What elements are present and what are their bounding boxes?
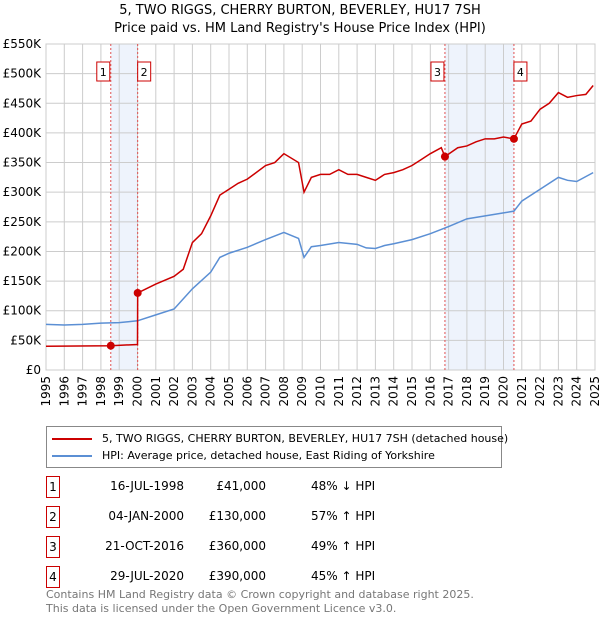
x-tick-label: 2011	[332, 376, 346, 407]
sale-point	[509, 134, 518, 143]
sale-label-box	[137, 61, 152, 82]
sale-date: 21-OCT-2016	[105, 539, 184, 553]
sale-point	[106, 341, 115, 350]
x-tick-label: 2009	[295, 376, 309, 407]
x-tick-label: 2013	[368, 376, 382, 407]
x-tick-label: 2017	[442, 376, 456, 407]
sale-date: 29-JUL-2020	[110, 569, 184, 583]
y-tick-label: £300K	[3, 185, 43, 199]
sale-date: 16-JUL-1998	[110, 479, 184, 493]
sale-hpi: 57% ↑ HPI	[311, 509, 376, 523]
x-tick-label: 1995	[39, 376, 53, 407]
series-line	[45, 171, 594, 326]
y-tick-label: £200K	[3, 244, 43, 258]
shaded-region	[444, 44, 514, 370]
sale-label: 1	[100, 66, 107, 79]
legend: 5, TWO RIGGS, CHERRY BURTON, BEVERLEY, H…	[46, 426, 508, 468]
x-tick-label: 2019	[478, 376, 492, 407]
x-tick-label: 2016	[423, 376, 437, 407]
sale-number: 4	[46, 566, 60, 588]
footer: Contains HM Land Registry data © Crown c…	[46, 588, 474, 616]
legend-label: 5, TWO RIGGS, CHERRY BURTON, BEVERLEY, H…	[102, 432, 509, 445]
x-tick-label: 2014	[387, 376, 401, 407]
sale-point	[133, 288, 142, 297]
x-tick-label: 2005	[222, 376, 236, 407]
x-tick-label: 2007	[259, 376, 273, 407]
y-tick-label: £350K	[3, 156, 43, 170]
y-tick-label: £450K	[3, 96, 43, 110]
chart-subtitle: Price paid vs. HM Land Registry's House …	[114, 21, 486, 36]
x-tick-label: 2015	[405, 376, 419, 407]
sale-point	[440, 152, 449, 161]
x-tick-label: 1998	[94, 376, 108, 407]
legend-label: HPI: Average price, detached house, East…	[102, 449, 435, 462]
x-tick-label: 2008	[277, 376, 291, 407]
legend-swatch-blue	[52, 454, 92, 457]
sale-row: 2 04-JAN-2000 £130,000 57% ↑ HPI	[46, 506, 446, 528]
x-tick-label: 2003	[185, 376, 199, 407]
x-tick-label: 2022	[533, 376, 547, 407]
x-tick-label: 2024	[570, 376, 584, 407]
x-tick-label: 2006	[240, 376, 254, 407]
y-tick-label: £150K	[3, 274, 43, 288]
sale-hpi: 48% ↓ HPI	[311, 479, 376, 493]
sale-number: 2	[46, 506, 60, 528]
x-tick-label: 1996	[57, 376, 71, 407]
x-tick-label: 2010	[314, 376, 328, 407]
x-tick-label: 1999	[112, 376, 126, 407]
plot-border	[45, 43, 596, 371]
sale-price: £41,000	[216, 479, 266, 493]
sale-row: 3 21-OCT-2016 £360,000 49% ↑ HPI	[46, 536, 446, 558]
footer-line: This data is licensed under the Open Gov…	[46, 602, 397, 615]
y-tick-label: £0	[26, 363, 41, 377]
legend-row: 5, TWO RIGGS, CHERRY BURTON, BEVERLEY, H…	[52, 430, 508, 447]
sale-date: 04-JAN-2000	[108, 509, 184, 523]
sale-price: £130,000	[208, 509, 266, 523]
y-tick-label: £400K	[3, 126, 43, 140]
x-tick-label: 2001	[149, 376, 163, 407]
sale-row: 1 16-JUL-1998 £41,000 48% ↓ HPI	[46, 476, 446, 498]
footer-line: Contains HM Land Registry data © Crown c…	[46, 588, 474, 601]
sale-number: 1	[46, 476, 60, 498]
sale-label: 4	[517, 66, 524, 79]
x-tick-label: 2012	[350, 376, 364, 407]
sale-hpi: 49% ↑ HPI	[311, 539, 376, 553]
x-tick-label: 2021	[515, 376, 529, 407]
x-tick-label: 2018	[460, 376, 474, 407]
sale-label: 3	[434, 66, 441, 79]
sale-number: 3	[46, 536, 60, 558]
sale-row: 4 29-JUL-2020 £390,000 45% ↑ HPI	[46, 566, 446, 588]
y-tick-label: £100K	[3, 304, 43, 318]
sale-label: 2	[141, 66, 148, 79]
legend-swatch-red	[52, 437, 92, 440]
sale-price: £390,000	[208, 569, 266, 583]
x-tick-label: 2002	[167, 376, 181, 407]
y-tick-label: £250K	[3, 215, 43, 229]
x-tick-label: 1997	[76, 376, 90, 407]
chart: £0 £50K £100K £150K £200K £250K £300K £350K £400…	[3, 37, 600, 407]
sale-price: £360,000	[208, 539, 266, 553]
legend-row: HPI: Average price, detached house, East…	[52, 447, 501, 464]
shaded-region	[110, 44, 138, 370]
x-tick-label: 2000	[131, 376, 145, 407]
chart-title: 5, TWO RIGGS, CHERRY BURTON, BEVERLEY, H…	[119, 3, 481, 18]
y-tick-label: £500K	[3, 67, 43, 81]
y-tick-label: £550K	[3, 37, 43, 51]
sale-label-box	[96, 61, 111, 82]
x-tick-label: 2020	[497, 376, 511, 407]
y-tick-label: £50K	[10, 333, 42, 347]
x-tick-label: 2023	[551, 376, 565, 407]
series-line	[45, 85, 594, 348]
x-tick-label: 2004	[204, 376, 218, 407]
sale-label-box	[430, 61, 445, 82]
sale-label-box	[513, 61, 528, 82]
sale-hpi: 45% ↑ HPI	[311, 569, 376, 583]
x-tick-label: 2025	[588, 376, 600, 407]
